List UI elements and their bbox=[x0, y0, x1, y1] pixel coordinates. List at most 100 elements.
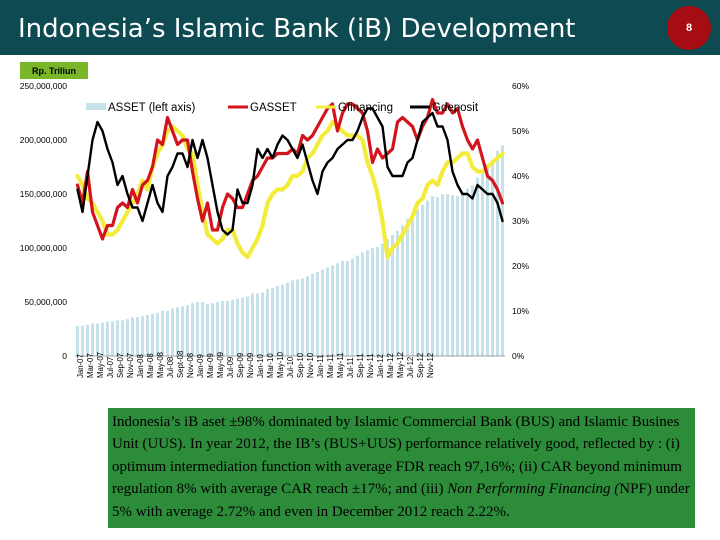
right-axis-tick-label: 20% bbox=[512, 261, 529, 271]
x-tick-label: Nov-07 bbox=[126, 353, 135, 378]
right-axis-tick-label: 0% bbox=[512, 351, 525, 361]
x-tick-label: Jan-09 bbox=[196, 354, 205, 378]
asset-bar bbox=[386, 239, 389, 356]
x-tick-label: Jul-07 bbox=[106, 357, 115, 378]
asset-bar bbox=[266, 289, 269, 356]
asset-bar bbox=[176, 307, 179, 356]
side-note-line: value Rp.147,5 T and bbox=[562, 313, 688, 330]
asset-bar bbox=[246, 296, 249, 356]
asset-bar bbox=[376, 246, 379, 356]
page-number-badge: 8 bbox=[667, 6, 711, 50]
asset-bar bbox=[116, 320, 119, 356]
asset-bar bbox=[346, 260, 349, 356]
asset-bar bbox=[106, 321, 109, 356]
side-note-line: Rp.147,5 T. bbox=[591, 354, 659, 371]
asset-bar bbox=[326, 267, 329, 356]
asset-bar bbox=[411, 213, 414, 356]
x-tick-label: Sep-09 bbox=[236, 353, 245, 378]
asset-bar bbox=[371, 248, 374, 356]
asset-bar bbox=[81, 325, 84, 356]
asset-bar bbox=[301, 278, 304, 356]
x-tick-label: Sep-10 bbox=[296, 352, 305, 378]
x-tick-label: Jan-10 bbox=[256, 353, 265, 378]
x-tick-label: Jul-11 bbox=[346, 357, 355, 378]
gasset-line bbox=[75, 97, 505, 241]
asset-bar bbox=[186, 305, 189, 356]
asset-bar bbox=[131, 317, 134, 356]
x-tick-label: Jan-12 bbox=[376, 354, 385, 378]
asset-bar bbox=[501, 145, 504, 356]
asset-bar bbox=[166, 310, 169, 356]
growth-chart: 0 50,000,000 100,000,000 150,000,000 200,000… bbox=[20, 81, 530, 378]
asset-bar bbox=[471, 185, 474, 356]
x-tick-label: May-11 bbox=[336, 353, 345, 378]
asset-bar bbox=[476, 177, 479, 356]
asset-bar bbox=[146, 314, 149, 356]
asset-bar bbox=[491, 161, 494, 356]
asset-bar bbox=[351, 258, 354, 356]
asset-bar bbox=[286, 282, 289, 356]
x-tick-label: Sep-07 bbox=[116, 353, 125, 378]
left-axis-tick-label: 150,000,000 bbox=[20, 189, 68, 199]
asset-bar bbox=[321, 269, 324, 356]
asset-bar bbox=[486, 167, 489, 356]
x-tick-label: Mar-10 bbox=[266, 353, 275, 378]
title-bar: Indonesia’s Islamic Bank (iB) Developmen… bbox=[0, 0, 720, 55]
x-tick-label: Sept-08 bbox=[176, 351, 185, 378]
asset-bar bbox=[211, 303, 214, 356]
left-axis-tick-label: 200,000,000 bbox=[20, 135, 68, 145]
gdeposit-line bbox=[76, 107, 504, 236]
asset-bar bbox=[366, 250, 369, 356]
asset-bar bbox=[456, 196, 459, 356]
asset-bar bbox=[426, 200, 429, 356]
side-note-line: then 36% for bbox=[587, 170, 663, 187]
asset-bar bbox=[216, 302, 219, 356]
asset-bar bbox=[236, 298, 239, 356]
asset-bar bbox=[221, 300, 224, 356]
side-note-line: (BUS+UUS) average bbox=[563, 109, 687, 126]
x-tick-label: Mar-12 bbox=[386, 353, 395, 378]
asset-bar bbox=[261, 292, 264, 356]
asset-bar bbox=[361, 252, 364, 356]
asset-bar bbox=[226, 300, 229, 356]
asset-bar bbox=[111, 321, 114, 356]
asset-bar bbox=[496, 150, 499, 356]
right-axis-tick-label: 50% bbox=[512, 126, 529, 136]
asset-bar bbox=[251, 293, 254, 356]
side-note-line: Whereas in 2012, the bbox=[563, 231, 687, 248]
x-tick-label: May-07 bbox=[96, 352, 105, 378]
x-tick-label: May-10 bbox=[276, 351, 285, 378]
x-tick-label: Sep-11 bbox=[356, 353, 365, 378]
side-note-line: T, financing (±44%) bbox=[566, 293, 684, 310]
right-axis-tick-label: 30% bbox=[512, 216, 529, 226]
asset-bar bbox=[461, 191, 464, 356]
side-note-line: (±34%) value Rp. 195 bbox=[560, 272, 690, 289]
asset-bar bbox=[206, 304, 209, 356]
unit-label: Rp. Triliun bbox=[20, 62, 88, 79]
left-axis-tick-label: 50,000,000 bbox=[24, 297, 67, 307]
legend-label: GASSET bbox=[250, 102, 297, 114]
asset-bar bbox=[271, 287, 274, 356]
asset-bar bbox=[136, 317, 139, 356]
asset-bar bbox=[86, 324, 89, 356]
summary-text-1: Indonesia’s iB aset ±98% dominated by Is… bbox=[112, 414, 682, 498]
x-tick-label: Jan-11 bbox=[316, 355, 325, 378]
asset-bar bbox=[151, 313, 154, 356]
asset-bar bbox=[401, 225, 404, 356]
asset-bar bbox=[171, 308, 174, 356]
x-tick-label: Jul-10 bbox=[286, 356, 295, 378]
legend-label: Gdeposit bbox=[432, 102, 479, 114]
asset-bar bbox=[76, 325, 79, 356]
asset-bar bbox=[241, 297, 244, 356]
x-tick-label: Jan-08 bbox=[136, 354, 145, 378]
x-tick-label: Jul-09 bbox=[226, 357, 235, 378]
x-tick-label: Mar-07 bbox=[86, 353, 95, 378]
x-tick-label: Nov-11 bbox=[366, 353, 375, 378]
x-tick-label: May-09 bbox=[216, 352, 225, 378]
asset-bar bbox=[481, 172, 484, 356]
x-tick-label: Mar-09 bbox=[206, 353, 215, 378]
x-tick-label: May-12 bbox=[396, 352, 405, 378]
right-axis-tick-label: 60% bbox=[512, 81, 529, 91]
asset-bar bbox=[201, 302, 204, 356]
asset-bar bbox=[161, 310, 164, 356]
